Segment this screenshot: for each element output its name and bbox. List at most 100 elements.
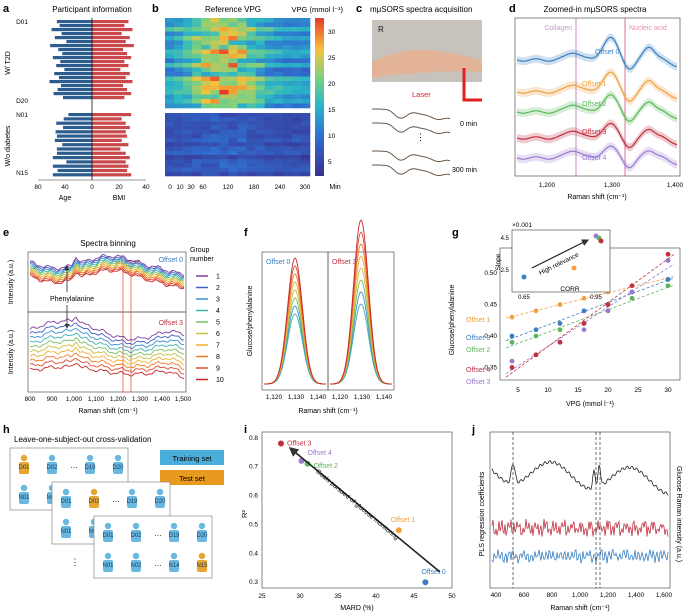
x-label: Raman shift (cm⁻¹) [567, 194, 626, 201]
heat-cell [237, 155, 247, 160]
heat-cell [291, 103, 302, 109]
ratio-peaks [264, 219, 392, 385]
heat-cell [291, 99, 302, 104]
heat-cell [192, 85, 202, 91]
heat-cell [273, 63, 284, 68]
tick-label: 1,500 [175, 396, 192, 403]
person-body [19, 462, 29, 474]
heat-cell [291, 163, 302, 168]
heat-cell [210, 40, 220, 46]
person-head [128, 488, 136, 496]
heat-cell [192, 121, 202, 126]
heat-cell [174, 125, 184, 131]
heat-cell [210, 27, 220, 32]
heat-cell [246, 67, 256, 73]
heat-cell [192, 81, 202, 86]
panel-c: c mμSORS spectra acquisition R Laser ⋮ 0… [356, 3, 482, 176]
heat-cell [282, 171, 293, 177]
laser-beam [462, 68, 482, 102]
panel-letter: f [244, 227, 248, 239]
heat-cell [165, 49, 175, 55]
heat-cell [192, 63, 202, 68]
heat-cell [264, 58, 275, 64]
tick-label: 15 [328, 107, 336, 114]
heat-cell [201, 163, 211, 168]
group-spectrum-bottom [29, 341, 185, 361]
heat-cell [201, 117, 211, 122]
subject-id: N14 [168, 563, 180, 569]
heat-cell [219, 167, 229, 173]
heat-cell [282, 125, 293, 131]
heat-cell [282, 121, 293, 126]
heat-cell [219, 81, 229, 86]
data-point [665, 258, 671, 263]
data-point [557, 327, 563, 333]
heat-cell [192, 163, 202, 168]
age-bar [60, 60, 92, 64]
heat-cell [273, 85, 284, 91]
marker-label: Nucleic acid [629, 25, 667, 32]
heat-cell [183, 125, 193, 131]
bmi-bar [92, 117, 122, 121]
heat-cell [210, 117, 220, 122]
point-label: Offset 4 [308, 450, 332, 457]
heat-cell [282, 54, 293, 59]
heat-cell [174, 58, 184, 64]
heat-cell [165, 167, 175, 173]
ellipsis: … [70, 461, 78, 470]
confidence-band [517, 68, 677, 106]
heat-cell [255, 94, 265, 100]
heat-cell [237, 85, 247, 91]
plot-frame [514, 17, 681, 177]
heat-cell [183, 129, 193, 135]
data-point [509, 365, 515, 370]
heat-cell [246, 18, 256, 23]
heat-cell [273, 146, 284, 152]
heat-cell [219, 27, 229, 32]
ratio-peak [264, 313, 326, 385]
heat-cell [201, 129, 211, 135]
heat-cell [201, 49, 211, 55]
heat-cell [246, 171, 256, 177]
y-label: Glucose/phenylalanine [449, 284, 456, 355]
heat-cell [174, 54, 184, 59]
heat-cell [273, 167, 284, 173]
heat-cell [246, 94, 256, 100]
heat-cell [255, 85, 265, 91]
data-point [665, 251, 671, 257]
heat-cell [246, 146, 256, 152]
heat-cell [174, 40, 184, 46]
heat-cell [165, 138, 175, 143]
person-body [85, 462, 95, 474]
test-legend[interactable] [160, 470, 224, 485]
heat-cell [183, 81, 193, 86]
heat-cell [264, 76, 275, 82]
bmi-bar [92, 164, 129, 168]
bmi-bar [92, 20, 129, 24]
heat-cell [228, 85, 238, 91]
heat-cell [192, 18, 202, 23]
age-bar [62, 96, 92, 100]
heat-cell [201, 146, 211, 152]
heat-cell [300, 142, 311, 147]
tick-label: 0.4 [249, 550, 258, 557]
bmi-bar [92, 52, 128, 56]
heat-cell [300, 58, 311, 64]
heat-cell [264, 85, 275, 91]
inset-x-label: CORR [560, 286, 579, 293]
group-spectrum-top [29, 268, 185, 290]
heat-cell [210, 22, 220, 28]
offset-label: Offset 1 [466, 317, 490, 324]
heat-cell [219, 58, 229, 64]
group-spectrum-bottom [29, 363, 185, 379]
heat-cell [291, 121, 302, 126]
heat-cell [165, 27, 175, 32]
heat-cell [273, 103, 284, 109]
train-legend[interactable] [160, 450, 224, 465]
heat-cell [237, 49, 247, 55]
heat-cell [228, 142, 238, 147]
heat-cell [255, 117, 265, 122]
heat-cell [165, 121, 175, 126]
person-head [62, 488, 70, 496]
heat-cell [210, 72, 220, 77]
